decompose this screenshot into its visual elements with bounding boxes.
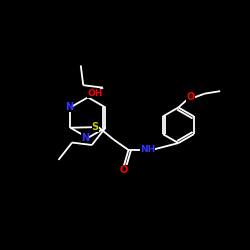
Text: S: S [92,122,99,132]
Text: O: O [186,92,195,102]
Text: N: N [81,133,89,143]
Text: NH: NH [140,145,155,154]
Text: O: O [120,165,128,175]
Text: N: N [65,102,73,112]
Text: OH: OH [87,89,102,98]
